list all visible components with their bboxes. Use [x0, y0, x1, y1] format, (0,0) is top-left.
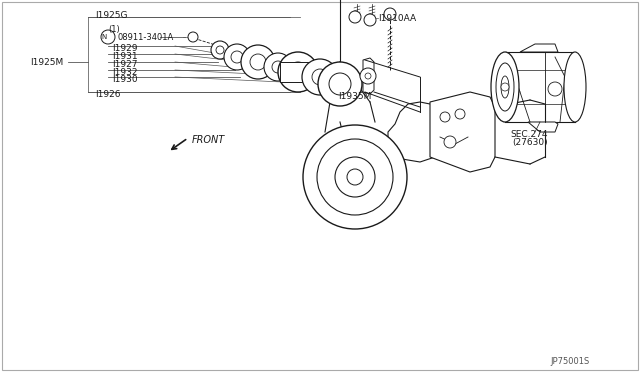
Circle shape [188, 32, 198, 42]
Text: I1931: I1931 [112, 51, 138, 61]
Circle shape [318, 62, 362, 106]
Text: (27630): (27630) [512, 138, 548, 147]
Polygon shape [528, 122, 558, 132]
Text: N: N [101, 34, 107, 40]
Text: FRONT: FRONT [192, 135, 225, 145]
Circle shape [211, 41, 229, 59]
Text: I1927: I1927 [112, 60, 138, 68]
Circle shape [384, 8, 396, 20]
Circle shape [264, 53, 292, 81]
Circle shape [347, 169, 363, 185]
Polygon shape [495, 62, 512, 112]
Circle shape [302, 59, 338, 95]
Circle shape [272, 61, 284, 73]
Text: I1926: I1926 [95, 90, 120, 99]
Circle shape [312, 69, 328, 85]
Polygon shape [430, 92, 495, 172]
Circle shape [288, 62, 308, 82]
Circle shape [250, 54, 266, 70]
Polygon shape [520, 44, 558, 52]
Circle shape [501, 83, 509, 91]
Circle shape [548, 82, 562, 96]
Circle shape [101, 30, 115, 44]
Circle shape [335, 157, 375, 197]
Ellipse shape [496, 63, 514, 111]
Circle shape [329, 73, 351, 95]
Circle shape [440, 112, 450, 122]
Text: I1929: I1929 [112, 44, 138, 52]
Ellipse shape [501, 76, 509, 98]
Text: I1932: I1932 [112, 67, 138, 77]
Circle shape [317, 139, 393, 215]
Circle shape [278, 52, 318, 92]
Text: I1910AA: I1910AA [378, 13, 416, 22]
Text: 08911-3401A: 08911-3401A [117, 32, 173, 42]
Circle shape [365, 73, 371, 79]
Polygon shape [388, 102, 445, 162]
Circle shape [360, 68, 376, 84]
Text: JP75001S: JP75001S [550, 357, 589, 366]
Text: I1925G: I1925G [95, 10, 127, 19]
Polygon shape [363, 58, 374, 94]
Text: I1935M: I1935M [338, 92, 371, 100]
Circle shape [444, 136, 456, 148]
Circle shape [303, 125, 407, 229]
Circle shape [216, 46, 224, 54]
Text: I1925M: I1925M [30, 58, 63, 67]
Circle shape [241, 45, 275, 79]
Text: SEC.274: SEC.274 [510, 129, 547, 138]
FancyBboxPatch shape [280, 62, 316, 82]
Circle shape [231, 51, 243, 63]
Circle shape [364, 14, 376, 26]
Circle shape [455, 109, 465, 119]
Ellipse shape [564, 52, 586, 122]
Text: (1): (1) [108, 25, 120, 33]
Circle shape [224, 44, 250, 70]
Text: I1930: I1930 [112, 74, 138, 83]
Circle shape [349, 11, 361, 23]
Ellipse shape [491, 52, 519, 122]
